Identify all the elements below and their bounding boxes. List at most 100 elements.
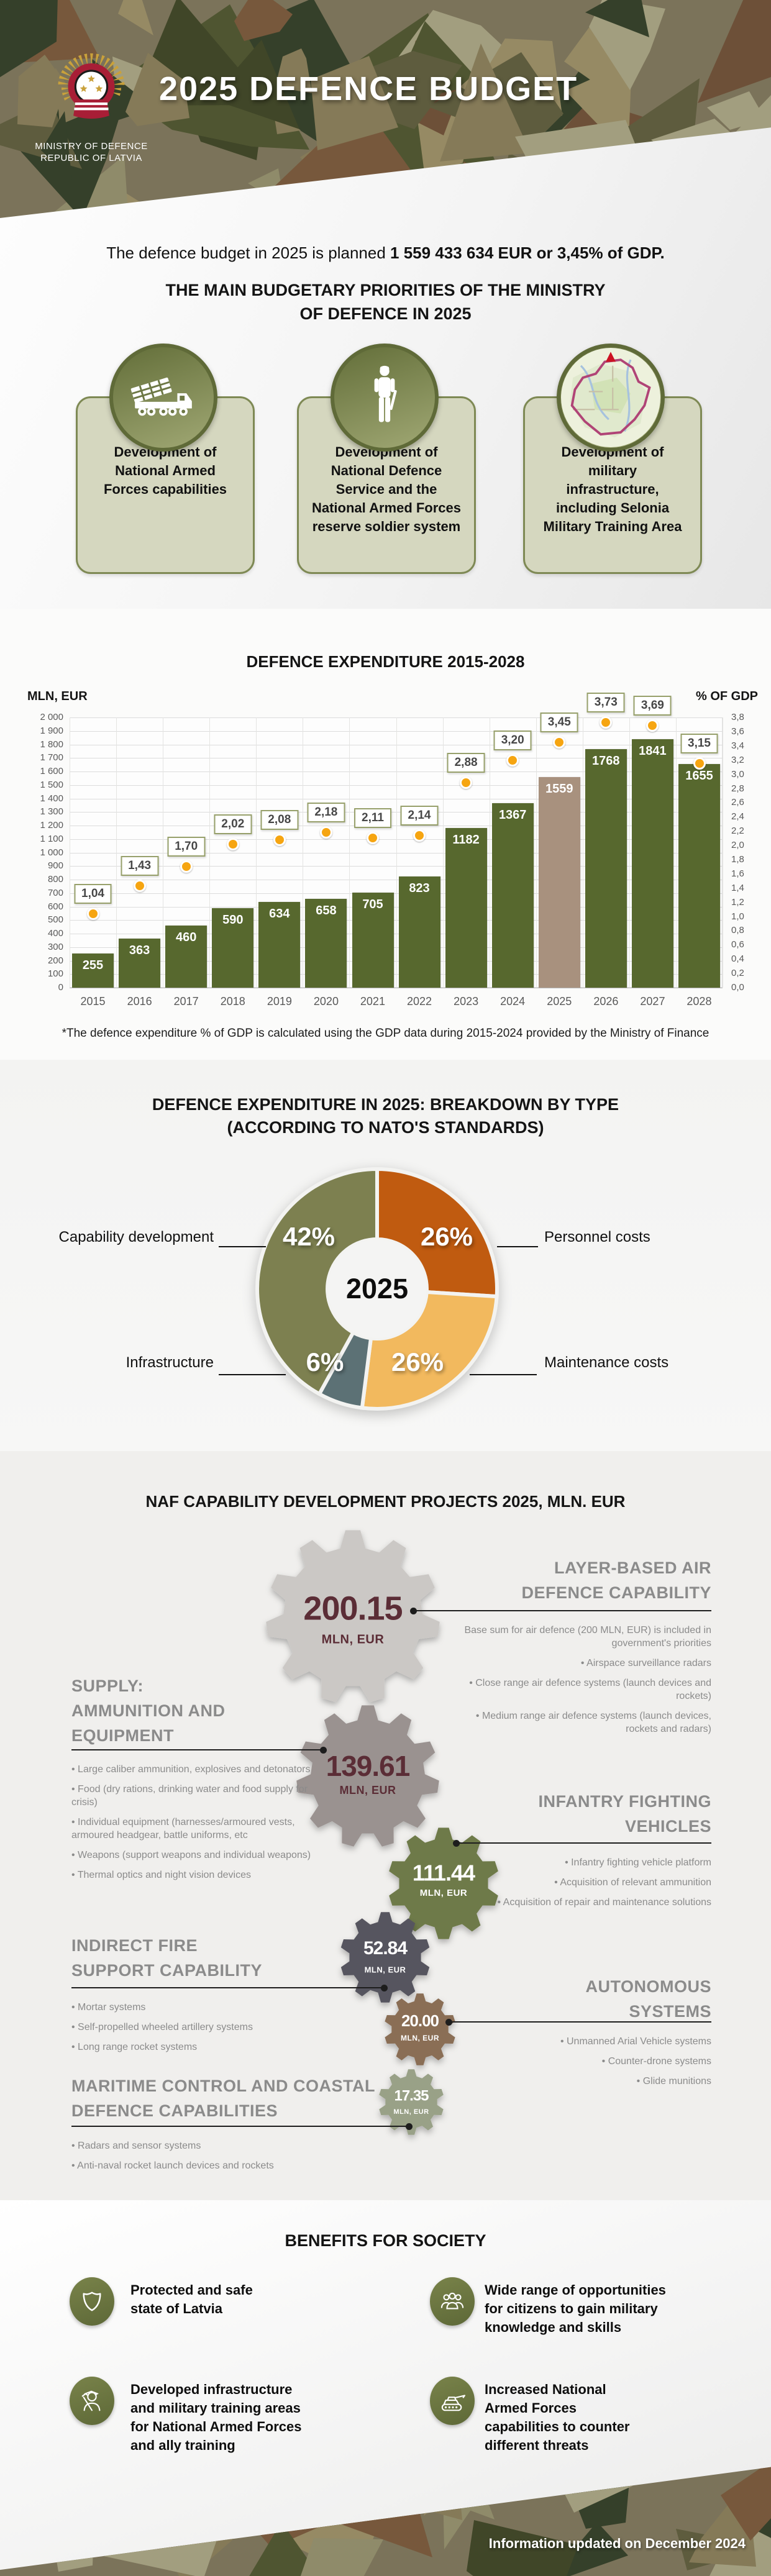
benefit-text: Increased National Armed Forces capabili… [485,2382,630,2453]
project-bullet: • Acquisition of relevant ammunition [554,1877,711,1888]
gear-111.44 [389,1827,498,1939]
gear-value: 139.61 [326,1750,410,1782]
y2-axis-tick: 2,0 [731,840,744,851]
footer-note: Information updated on December 2024 [488,2536,746,2551]
budget-summary-line: The defence budget in 2025 is planned 1 … [0,243,771,263]
gear-value: 111.44 [413,1860,475,1886]
bar-2020 [305,898,347,988]
project-details: • Infantry fighting vehicle platform • Ac… [463,1856,711,1916]
bar-2027 [631,739,673,988]
x-axis-tick: 2015 [80,995,106,1008]
connector-line [456,1842,711,1844]
project-bullet: • Large caliber ammunition, explosives a… [71,1764,311,1775]
gear-unit: MLN, EUR [420,1888,468,1898]
connector-dot [410,1608,417,1614]
y-axis-tick: 1 000 [40,847,63,858]
people-group-badge [430,2277,475,2326]
project-title: LAYER-BASED AIR DEFENCE CAPABILITY [521,1559,711,1602]
project-bullet: • Individual equipment (harnesses/armour… [71,1817,295,1841]
soldier-circle [331,344,439,452]
x-axis-tick: 2024 [500,995,526,1008]
projects-heading: NAF CAPABILITY DEVELOPMENT PROJECTS 2025… [145,1492,626,1511]
bar-2021 [352,892,394,988]
bar-value-label: 1841 [639,744,667,758]
y2-axis-tick: 1,4 [731,882,744,893]
gridline-v [396,717,397,988]
gear-unit: MLN, EUR [401,2034,439,2042]
x-axis-tick: 2018 [220,995,245,1008]
gear-unit: MLN, EUR [322,1632,385,1646]
y-axis-tick: 100 [47,968,63,980]
soldier-bust-badge [70,2377,114,2425]
gridline-v [442,717,444,988]
bar-2025 [538,776,580,988]
y-axis-tick: 800 [47,874,63,885]
y-axis-tick: 1 800 [40,739,63,750]
y2-axis-tick: 1,0 [731,911,744,922]
gdp-point-2017 [180,860,193,873]
connector-dot [381,1985,388,1991]
bar-2024 [491,803,534,988]
bar-2015 [72,953,114,988]
project-title: AUTONOMOUS SYSTEMS [585,1977,711,2021]
breakdown-subtitle: (ACCORDING TO NATO'S STANDARDS) [227,1118,544,1137]
project-bullet: • Long range rocket systems [71,2042,198,2052]
bar-2022 [398,876,440,988]
benefits-heading: BENEFITS FOR SOCIETY [285,2231,486,2250]
gdp-point-2026 [600,716,613,729]
project-bullet: • Radars and sensor systems [71,2141,201,2151]
bar-2026 [585,749,627,988]
y2-axis-tick: 1,8 [731,853,744,865]
x-axis-tick: 2028 [687,995,712,1008]
soldier-icon [374,365,397,422]
gridline-v [256,717,257,988]
x-axis-tick: 2023 [454,995,479,1008]
gear-139.61 [296,1705,439,1847]
gridline-v [536,717,537,988]
project-bullet: • Close range air defence systems (launc… [469,1678,711,1701]
soldier-bust-icon [81,2390,101,2411]
x-axis-tick: 2019 [267,995,292,1008]
gear-value: 200.15 [303,1590,402,1627]
y2-axis-tick: 2,4 [731,811,744,822]
gridline-v [349,717,350,988]
benefit-text: Developed infrastructure and military tr… [130,2382,302,2453]
pct-label-personnel-costs: 26% [420,1222,473,1251]
bar-value-label: 363 [129,944,150,957]
connector-dot [445,2019,452,2026]
y-axis-tick: 900 [47,860,63,872]
y2-axis-tick: 2,2 [731,826,744,837]
leader-line [470,1374,537,1375]
gdp-point-2015 [86,907,99,920]
y-axis-tick: 1 700 [40,752,63,763]
bar-value-label: 1655 [685,769,713,783]
bar-2017 [165,926,208,988]
gdp-point-2025 [553,736,566,749]
y2-axis-tick: 2,6 [731,797,744,808]
project-bullet: • Counter-drone systems [601,2056,711,2067]
pct-label-capability-development: 42% [282,1222,335,1251]
y-axis-tick: 1 200 [40,820,63,831]
gear-17.35 [379,2069,444,2135]
gdp-label-2021: 2,11 [354,808,391,828]
connector-dot [453,1840,460,1847]
connector-line [449,2021,711,2023]
gdp-label-2016: 1,43 [121,856,159,876]
gridline-v [629,717,630,988]
gdp-label-2015: 1,04 [74,883,112,904]
connector-line [413,1610,711,1611]
org-name-line2: REPUBLIC OF LATVIA [40,153,142,163]
y2-axis-tick: 3,8 [731,712,744,722]
priority-card-label: Development of military infrastructure, … [543,444,682,534]
priority-card-label: Development of National Armed Forces cap… [103,444,227,497]
bar-value-label: 705 [362,897,383,911]
y-axis-tick: 600 [47,901,63,912]
y2-axis-tick: 0,8 [731,925,744,936]
y-axis-tick: 700 [47,887,63,898]
left-axis-label: MLN, EUR [27,690,88,703]
gear-200.15 [266,1530,440,1703]
y2-axis-tick: 3,6 [731,726,744,737]
gear-value: 17.35 [394,2087,429,2104]
y-axis-tick: 0 [58,982,63,993]
